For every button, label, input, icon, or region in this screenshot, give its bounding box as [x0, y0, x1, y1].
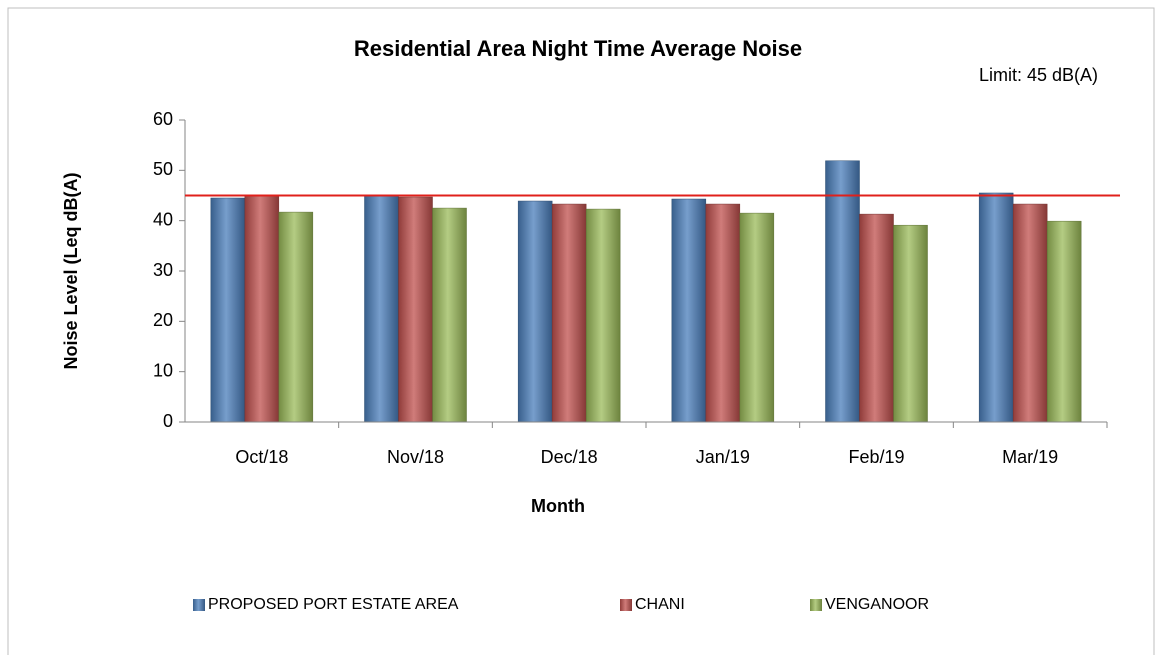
bar [825, 160, 860, 423]
legend-label: CHANI [635, 596, 685, 613]
bar [859, 213, 894, 423]
y-tick-label: 40 [153, 209, 173, 229]
legend-label: VENGANOOR [825, 596, 929, 613]
bar [893, 224, 928, 423]
x-tick-label: Feb/19 [848, 447, 904, 467]
bar [585, 208, 621, 423]
x-tick-label: Dec/18 [541, 447, 598, 467]
y-tick-label: 0 [163, 411, 173, 431]
y-tick-label: 10 [153, 360, 173, 380]
chart-title: Residential Area Night Time Average Nois… [354, 36, 802, 61]
bar [671, 198, 707, 423]
x-tick-label: Oct/18 [235, 447, 288, 467]
bar [1046, 220, 1082, 423]
legend-label: PROPOSED PORT ESTATE AREA [208, 596, 459, 613]
bar [551, 203, 587, 423]
bar [517, 200, 553, 423]
x-tick-label: Nov/18 [387, 447, 444, 467]
y-tick-label: 30 [153, 260, 173, 280]
x-tick-label: Mar/19 [1002, 447, 1058, 467]
bar [1012, 203, 1048, 423]
bar [398, 196, 433, 423]
x-axis-label: Month [531, 496, 585, 516]
bar [978, 192, 1014, 423]
legend-swatch [193, 599, 205, 611]
chart-border [7, 7, 1155, 655]
y-axis-label: Noise Level (Leq dB(A) [61, 172, 81, 369]
y-tick-label: 50 [153, 159, 173, 179]
x-tick-label: Jan/19 [696, 447, 750, 467]
legend-swatch [620, 599, 632, 611]
bar [244, 194, 280, 423]
y-tick-label: 20 [153, 310, 173, 330]
bar [705, 203, 741, 423]
y-tick-label: 60 [153, 109, 173, 129]
bar [364, 194, 399, 423]
legend-swatch [810, 599, 822, 611]
annotation: Limit: 45 dB(A) [979, 65, 1098, 85]
bar [278, 211, 314, 423]
bar [432, 207, 467, 423]
bar [210, 197, 246, 423]
bar [739, 212, 775, 423]
